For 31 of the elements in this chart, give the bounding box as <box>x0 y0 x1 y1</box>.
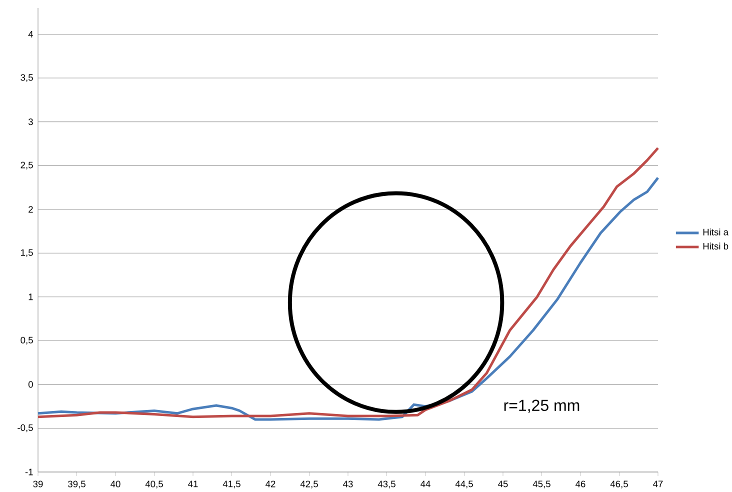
x-tick-label: 41,5 <box>222 480 240 488</box>
x-tick-label: 39,5 <box>68 480 86 488</box>
y-tick-label: 4 <box>28 31 34 38</box>
annotation: r=1,25 mm <box>504 400 580 413</box>
x-tick-label: 42 <box>266 480 276 488</box>
x-tick-label: 40,5 <box>145 480 163 488</box>
x-tick-label: 46 <box>576 480 586 488</box>
x-tick-label: 40 <box>110 480 120 488</box>
y-tick-label: 3 <box>28 118 33 126</box>
x-tick-label: 46,5 <box>610 480 628 488</box>
y-tick-label: 3,5 <box>20 74 33 82</box>
x-tick-label: 41 <box>188 480 198 488</box>
legend-label: Hitsi b <box>703 242 728 250</box>
x-tick-label: 45,5 <box>532 480 550 488</box>
x-tick-label: 43,5 <box>378 480 396 488</box>
x-tick-label: 42,5 <box>300 480 318 488</box>
y-tick-label: 2 <box>28 206 33 213</box>
x-tick-label: 45 <box>498 480 508 488</box>
x-tick-label: 44,5 <box>455 480 473 488</box>
y-tick-label: 0 <box>28 381 33 388</box>
y-tick-label: 2,5 <box>20 162 33 170</box>
y-tick-label: -1 <box>25 468 33 476</box>
x-tick-label: 43 <box>343 480 353 488</box>
legend-label: Hitsi a <box>703 228 729 236</box>
x-tick-label: 44 <box>420 480 430 488</box>
y-tick-label: 1,5 <box>21 249 33 257</box>
y-tick-label: 0,5 <box>20 336 33 345</box>
x-tick-label: 39 <box>33 480 43 488</box>
y-tick-label: 1 <box>28 294 33 300</box>
x-tick-label: 47 <box>653 480 663 488</box>
y-tick-label: -0,5 <box>18 424 33 432</box>
